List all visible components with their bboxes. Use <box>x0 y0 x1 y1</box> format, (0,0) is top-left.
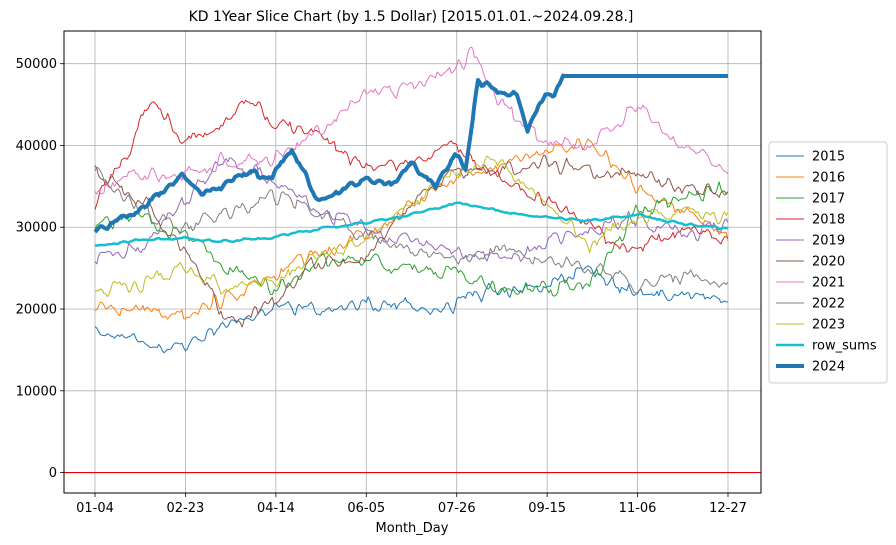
series-line-2018 <box>94 99 729 253</box>
y-tick-label: 40000 <box>16 139 57 154</box>
x-tick-label: 11-06 <box>619 501 657 516</box>
y-tick-label: 30000 <box>16 221 57 236</box>
x-tick-label: 04-14 <box>257 501 295 516</box>
legend-label-2020: 2020 <box>812 255 845 270</box>
x-tick-label: 01-04 <box>76 501 114 516</box>
x-tick-label: 07-26 <box>438 501 476 516</box>
x-tick-label: 06-05 <box>347 501 385 516</box>
chart-title: KD 1Year Slice Chart (by 1.5 Dollar) [20… <box>189 9 634 25</box>
legend-label-2019: 2019 <box>812 234 845 249</box>
legend-label-2017: 2017 <box>812 192 845 207</box>
series-line-2019 <box>94 157 729 265</box>
legend: 2015 2016 2017 2018 2019 2020 2021 2022 2023 row_… <box>768 141 888 384</box>
series-line-row_sums <box>94 201 729 247</box>
y-tick-label: 50000 <box>16 57 57 72</box>
series-line-2015 <box>94 265 729 354</box>
legend-label-2021: 2021 <box>812 276 845 291</box>
y-tick-label: 20000 <box>16 303 57 318</box>
y-axis-ticks: 0 10000 20000 30000 40000 50000 <box>16 57 64 481</box>
grid-lines <box>64 31 761 493</box>
x-tick-label: 02-23 <box>167 501 205 516</box>
series-line-2022 <box>94 166 729 294</box>
series-line-2016 <box>94 138 729 320</box>
legend-label-2023: 2023 <box>812 318 845 333</box>
legend-label-row_sums: row_sums <box>812 339 877 354</box>
y-tick-label: 10000 <box>16 384 57 399</box>
x-axis-ticks: 01-04 02-23 04-14 06-05 07-26 09-15 11-06 12-27 <box>76 493 747 516</box>
series-line-2024 <box>93 73 729 234</box>
plot-frame <box>63 30 762 494</box>
legend-label-2015: 2015 <box>812 150 845 165</box>
legend-box <box>768 141 888 384</box>
x-tick-label: 12-27 <box>709 501 747 516</box>
y-tick-label: 0 <box>49 466 57 481</box>
series-line-2023 <box>94 155 729 298</box>
legend-label-2018: 2018 <box>812 213 845 228</box>
legend-label-2022: 2022 <box>812 297 845 312</box>
x-tick-label: 09-15 <box>528 501 566 516</box>
legend-label-2024: 2024 <box>812 360 845 375</box>
series-lines <box>93 46 729 354</box>
x-axis-label: Month_Day <box>376 521 449 536</box>
series-line-2021 <box>94 46 729 195</box>
legend-label-2016: 2016 <box>812 171 845 186</box>
